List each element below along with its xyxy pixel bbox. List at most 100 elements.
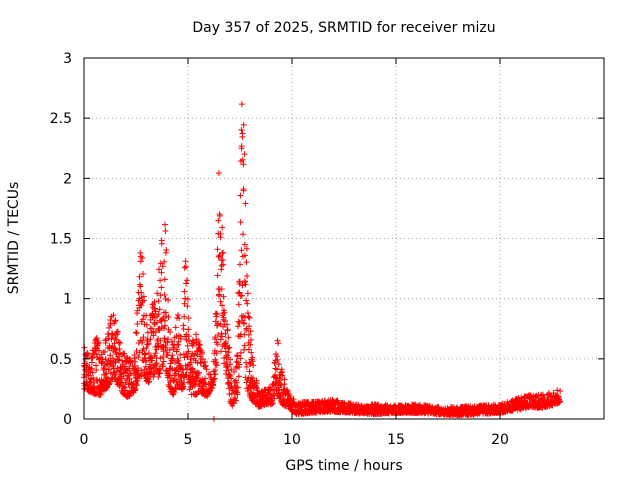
data-point (244, 290, 251, 297)
data-point (435, 403, 442, 410)
data-point (241, 319, 248, 326)
data-point (202, 375, 209, 382)
data-point (97, 391, 104, 398)
data-point (217, 336, 224, 343)
data-point (161, 322, 168, 329)
data-point (107, 378, 114, 385)
data-point (188, 359, 195, 366)
data-point (233, 397, 240, 404)
data-point (136, 273, 143, 280)
data-point (556, 398, 563, 405)
data-point (244, 310, 251, 317)
data-point (219, 250, 226, 257)
data-point (181, 313, 188, 320)
data-point (217, 298, 224, 305)
data-point (152, 329, 159, 336)
data-point (161, 221, 168, 228)
data-point (246, 359, 253, 366)
data-point (140, 345, 147, 352)
data-point (240, 161, 247, 168)
data-point (278, 382, 285, 389)
data-point (160, 354, 167, 361)
data-point (231, 394, 238, 401)
data-point (235, 290, 242, 297)
data-point (182, 263, 189, 270)
y-tick-label: 0.5 (50, 352, 72, 368)
data-point (246, 385, 253, 392)
data-point (214, 341, 221, 348)
data-point (140, 271, 147, 278)
data-point (138, 289, 145, 296)
data-point (221, 309, 228, 316)
data-point (95, 347, 102, 354)
data-point (100, 366, 107, 373)
data-point (253, 380, 260, 387)
data-point (157, 337, 164, 344)
data-point (218, 262, 225, 269)
data-point (214, 246, 221, 253)
data-point (274, 337, 281, 344)
data-point (244, 272, 251, 279)
data-point (132, 358, 139, 365)
data-point (110, 365, 117, 372)
data-point (113, 368, 120, 375)
data-point (222, 330, 229, 337)
data-point (161, 276, 168, 283)
data-point (326, 399, 333, 406)
data-point (183, 336, 190, 343)
data-point (93, 366, 100, 373)
data-point (205, 370, 212, 377)
data-point (249, 354, 256, 361)
data-point (149, 310, 156, 317)
data-point (171, 389, 178, 396)
data-point (133, 380, 140, 387)
data-point (195, 369, 202, 376)
data-point (107, 370, 114, 377)
data-point (149, 357, 156, 364)
data-point (246, 314, 253, 321)
data-point (139, 255, 146, 262)
x-axis-label: GPS time / hours (285, 458, 402, 474)
data-point (237, 192, 244, 199)
data-point (235, 301, 242, 308)
data-point (143, 312, 150, 319)
data-point (242, 200, 249, 207)
data-point (220, 307, 227, 314)
data-point (245, 346, 252, 353)
data-point (212, 371, 219, 378)
data-point (228, 375, 235, 382)
data-point (162, 295, 169, 302)
data-point (281, 376, 288, 383)
data-point (224, 326, 231, 333)
data-point (134, 320, 141, 327)
y-tick-label: 0 (63, 412, 72, 428)
data-point (248, 349, 255, 356)
data-point (247, 341, 254, 348)
data-point (105, 335, 112, 342)
data-point (183, 280, 190, 287)
data-point (216, 212, 223, 219)
data-point (156, 266, 163, 273)
data-point (171, 359, 178, 366)
data-point (131, 362, 138, 369)
data-point (236, 261, 243, 268)
data-point (190, 338, 197, 345)
data-point (140, 334, 147, 341)
data-point (248, 336, 255, 343)
data-point (162, 227, 169, 234)
data-point (156, 327, 163, 334)
data-point (142, 351, 149, 358)
data-point (101, 348, 108, 355)
data-point (106, 381, 113, 388)
data-point (156, 306, 163, 313)
data-point (175, 368, 182, 375)
data-point (146, 361, 153, 368)
data-point (88, 365, 95, 372)
data-point (152, 350, 159, 357)
data-point (243, 363, 250, 370)
data-point (166, 347, 173, 354)
data-point (158, 237, 165, 244)
data-point (241, 241, 248, 248)
data-point (241, 314, 248, 321)
